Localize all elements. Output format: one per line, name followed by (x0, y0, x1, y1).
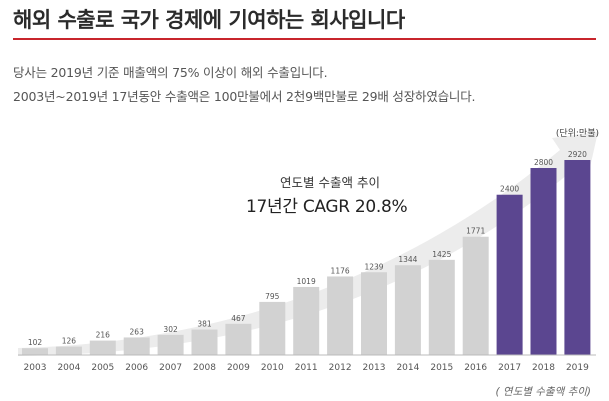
description-line-2: 2003년~2019년 17년동안 수출액은 100만불에서 2천9백만불로 2… (13, 89, 476, 104)
year-label-2007: 2007 (159, 363, 182, 373)
bar-2009 (225, 323, 252, 355)
description-line-1: 당사는 2019년 기준 매출액의 75% 이상이 해외 수출입니다. (13, 65, 328, 80)
year-label-2008: 2008 (193, 363, 216, 373)
value-label-2007: 302 (163, 325, 178, 334)
value-label-2015: 1425 (432, 250, 451, 259)
bar-2008 (191, 329, 218, 355)
bar-2019 (564, 160, 591, 355)
bar-2013 (361, 272, 387, 355)
year-label-2012: 2012 (329, 363, 352, 373)
chart-unit-label: (단위:만불) (555, 129, 599, 139)
year-label-2016: 2016 (464, 363, 487, 373)
value-label-2004: 126 (62, 337, 77, 346)
value-label-2010: 795 (265, 292, 280, 301)
bar-2015 (428, 259, 455, 355)
value-label-2016: 1771 (466, 227, 485, 236)
bar-2018 (530, 168, 557, 355)
year-label-2011: 2011 (295, 363, 318, 373)
value-label-2017: 2400 (500, 185, 519, 194)
year-label-2004: 2004 (57, 363, 80, 373)
title-divider (13, 38, 596, 40)
value-label-2009: 467 (231, 314, 246, 323)
bar-2016 (462, 236, 489, 355)
year-label-2019: 2019 (566, 363, 589, 373)
bar-2004 (55, 346, 82, 355)
value-label-2014: 1344 (398, 255, 417, 264)
value-label-2011: 1019 (297, 277, 316, 286)
bar-2011 (293, 286, 320, 355)
year-label-2010: 2010 (261, 363, 284, 373)
year-label-2015: 2015 (430, 363, 453, 373)
year-label-2014: 2014 (396, 363, 419, 373)
bars-group: 102 2003 126 2004 216 2005 263 2006 302 2007 381 20… (22, 150, 591, 373)
value-label-2003: 102 (28, 338, 43, 347)
chart-subtitle-cagr: 17년간 CAGR 20.8% (246, 197, 408, 217)
bar-2010 (259, 301, 286, 355)
chart-title: 연도별 수출액 추이 (280, 175, 380, 190)
value-label-2019: 2920 (568, 150, 587, 159)
bar-2003 (22, 348, 48, 355)
bar-2017 (496, 194, 523, 355)
value-label-2012: 1176 (331, 266, 350, 275)
chart-caption: ( 연도별 수출액 추이) (495, 386, 592, 398)
year-label-2003: 2003 (24, 363, 47, 373)
bar-2007 (157, 334, 184, 355)
year-label-2006: 2006 (125, 363, 148, 373)
year-label-2009: 2009 (227, 363, 250, 373)
bar-2006 (123, 337, 150, 355)
bar-2005 (89, 340, 116, 355)
year-label-2013: 2013 (363, 363, 386, 373)
bar-2014 (394, 265, 421, 355)
year-label-2005: 2005 (91, 363, 114, 373)
value-label-2008: 381 (197, 320, 212, 329)
value-label-2005: 216 (96, 331, 111, 340)
page-title: 해외 수출로 국가 경제에 기여하는 회사입니다 (13, 8, 405, 32)
value-label-2006: 263 (130, 327, 145, 336)
value-label-2018: 2800 (534, 158, 553, 167)
year-label-2018: 2018 (532, 363, 555, 373)
year-label-2017: 2017 (498, 363, 521, 373)
bar-2012 (327, 276, 354, 355)
value-label-2013: 1239 (364, 262, 383, 271)
